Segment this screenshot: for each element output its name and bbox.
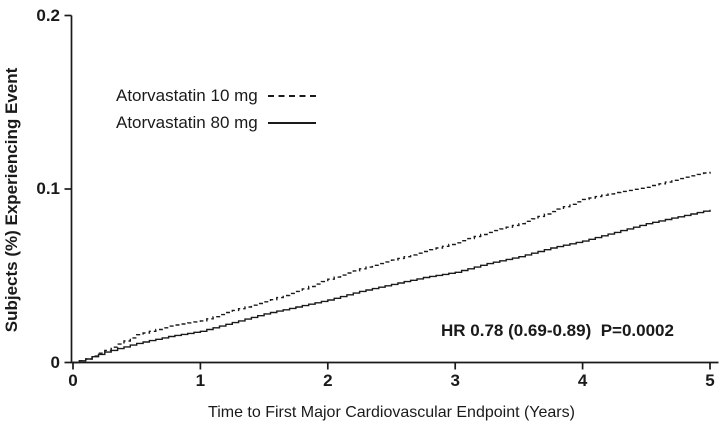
x-tick-label: 0 <box>68 371 78 390</box>
legend: Atorvastatin 10 mg Atorvastatin 80 mg <box>116 82 316 136</box>
y-tick-label: 0.1 <box>36 179 60 198</box>
legend-item-atorvastatin-80mg: Atorvastatin 80 mg <box>116 109 316 136</box>
x-tick-label: 1 <box>195 371 206 390</box>
y-tick-label: 0 <box>50 352 60 372</box>
x-tick-label: 3 <box>450 371 460 390</box>
solid-line-sample-icon <box>267 121 316 124</box>
x-tick-label: 4 <box>577 371 588 390</box>
x-tick-label: 2 <box>323 371 333 390</box>
hazard-ratio-annotation: HR 0.78 (0.69-0.89) P=0.0002 <box>441 321 674 340</box>
y-axis-title: Subjects (%) Experiencing Event <box>2 67 21 333</box>
y-tick-label: 0.2 <box>36 5 60 25</box>
legend-item-atorvastatin-10mg: Atorvastatin 10 mg <box>116 82 316 109</box>
legend-label: Atorvastatin 10 mg <box>116 85 258 105</box>
dashed-line-sample-icon <box>267 94 316 97</box>
x-tick-label: 5 <box>705 371 715 390</box>
x-axis-title: Time to First Major Cardiovascular Endpo… <box>208 404 575 421</box>
legend-label: Atorvastatin 80 mg <box>116 112 258 132</box>
